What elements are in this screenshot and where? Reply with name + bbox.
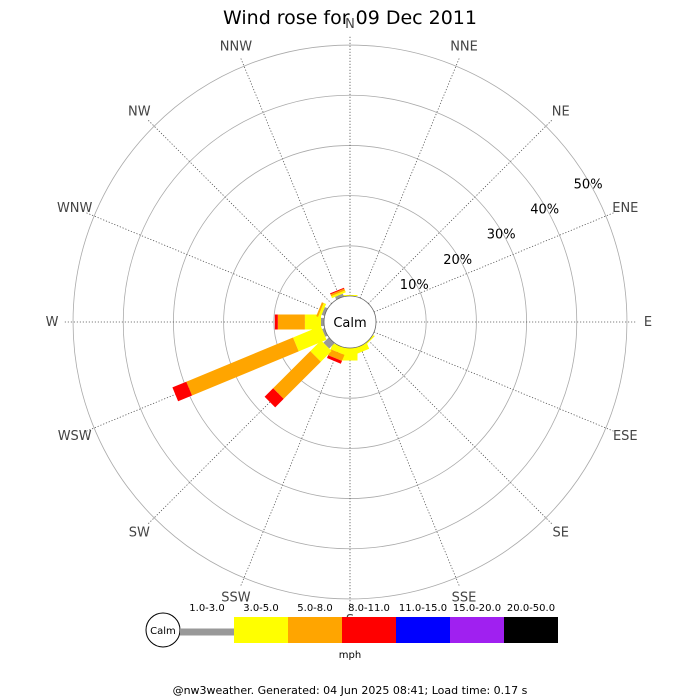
direction-label-w: W [46,315,59,330]
bar-wsw-1.0-3.0 [322,328,328,337]
chart-title: Wind rose for 09 Dec 2011 [223,7,477,29]
legend-swatch-20.0-50.0 [504,617,558,643]
legend-swatch-11.0-15.0 [396,617,450,643]
grid-ring-2 [223,195,477,449]
legend-swatch-5.0-8.0 [288,617,342,643]
direction-label-wsw: WSW [58,429,92,444]
spoke-nnw [239,56,341,299]
calm-label: Calm [333,316,366,331]
bar-wsw-3.0-5.0 [293,326,327,352]
grid-ring-1 [273,245,427,399]
direction-label-sw: SW [129,526,150,541]
direction-label-wnw: WNW [57,201,93,216]
grid-ring-5 [72,44,628,600]
direction-labels: NNNENEENEEESESESSESSSWSWWSWWWNWNWNNW [46,17,653,628]
legend-swatch-15.0-20.0 [450,617,504,643]
bar-ssw-3.0-5.0 [330,343,347,355]
radial-tick-label-2: 20% [443,253,472,268]
legend-label-15.0-20.0: 15.0-20.0 [453,603,501,614]
legend-label-8.0-11.0: 8.0-11.0 [348,603,390,614]
bar-s-3.0-5.0 [342,348,358,361]
spoke-sse [359,345,461,588]
direction-label-n: N [345,17,355,32]
bar-nnw-1.0-3.0 [335,293,344,300]
legend-label-1.0-3.0: 1.0-3.0 [189,603,224,614]
legend-label-20.0-50.0: 20.0-50.0 [507,603,555,614]
speed-legend: Calm 1.0-3.0 3.0-5.0 5.0-8.0 8.0-11.0 11.0-1… [145,603,558,661]
bar-w-3.0-5.0 [304,314,321,330]
bar-w-8.0-11.0 [274,314,278,330]
bar-sw-3.0-5.0 [310,340,332,362]
legend-label-3.0-5.0: 3.0-5.0 [243,603,278,614]
legend-label-5.0-8.0: 5.0-8.0 [297,603,332,614]
grid-ring-4 [122,94,578,550]
bar-wnw-3.0-5.0 [318,303,327,318]
legend-label-11.0-15.0: 11.0-15.0 [399,603,447,614]
legend-swatch-8.0-11.0 [342,617,396,643]
radial-tick-label-3: 30% [487,228,516,243]
legend-calm-label: Calm [150,626,176,637]
legend-swatch-1.0-3.0 [180,628,234,636]
legend-swatch-3.0-5.0 [234,617,288,643]
direction-label-sse: SSE [452,590,477,605]
direction-label-se: SE [552,526,568,541]
bar-w-5.0-8.0 [277,314,305,330]
footer-text: @nw3weather. Generated: 04 Jun 2025 08:4… [173,684,528,697]
bar-ssw-8.0-11.0 [327,355,342,364]
bar-nnw-8.0-11.0 [330,287,345,295]
radial-tick-labels: 10% 20% 30% 40% 50% [400,178,603,293]
wind-bars [172,287,375,408]
bar-wsw-8.0-11.0 [172,381,193,402]
bar-wnw-1.0-3.0 [321,307,328,316]
radial-tick-label-1: 10% [400,278,429,293]
direction-label-nnw: NNW [220,40,252,55]
bar-nnw-5.0-8.0 [330,288,346,297]
bar-ssw-5.0-8.0 [328,349,345,361]
spoke-wnw [84,211,327,313]
direction-label-nne: NNE [450,40,478,55]
bar-n-3.0-5.0 [342,295,358,296]
radial-tick-label-4: 40% [530,203,559,218]
calm-circle [323,295,377,349]
bar-wnw-5.0-8.0 [316,302,324,317]
direction-label-ene: ENE [612,201,638,216]
direction-label-nw: NW [128,104,151,119]
bar-sw-5.0-8.0 [273,351,321,399]
direction-label-ese: ESE [613,429,638,444]
radial-tick-label-5: 50% [574,178,603,193]
direction-label-ne: NE [552,104,570,119]
direction-label-e: E [644,315,652,330]
bar-nnw-3.0-5.0 [331,290,346,299]
bar-w-1.0-3.0 [321,317,324,327]
bar-wsw-5.0-8.0 [186,337,299,396]
bar-sw-8.0-11.0 [264,388,284,408]
bar-sw-1.0-3.0 [323,337,335,349]
spoke-ese [373,331,616,433]
legend-items: 1.0-3.0 3.0-5.0 5.0-8.0 8.0-11.0 11.0-15.0 15… [180,603,558,643]
direction-label-ssw: SSW [221,590,251,605]
legend-unit-label: mph [339,650,361,661]
